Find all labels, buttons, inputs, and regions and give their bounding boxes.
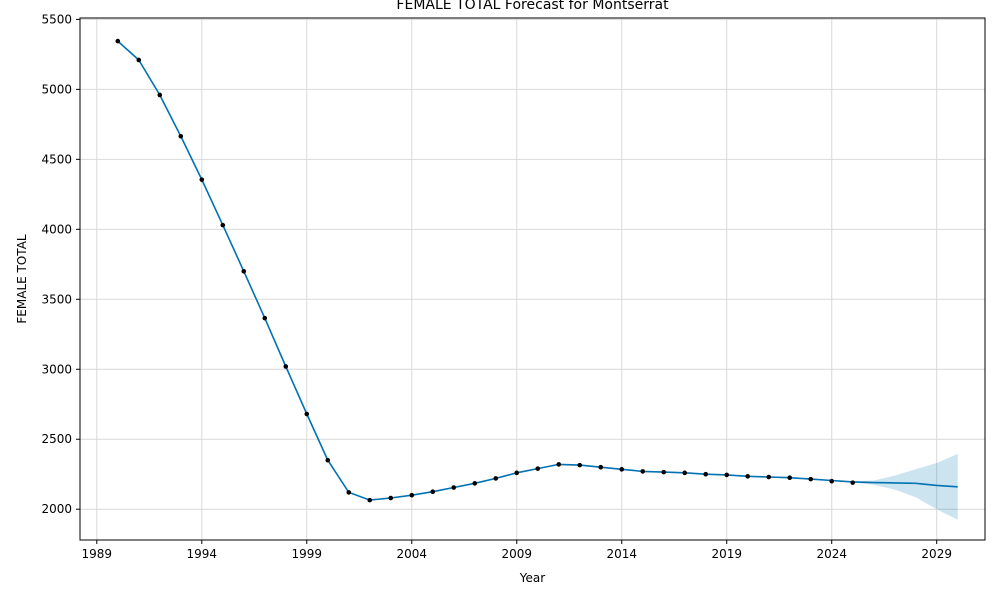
data-point	[577, 462, 583, 468]
data-point	[241, 269, 247, 274]
data-point	[115, 38, 121, 44]
x-tick-label: 2019	[711, 547, 742, 561]
data-point	[325, 457, 331, 463]
data-point	[829, 478, 835, 484]
x-axis-ticks: 1989 1994 1999 2004 2009 2014 2019 2024 2029	[82, 540, 952, 561]
data-point	[262, 315, 268, 321]
data-point	[388, 495, 394, 501]
y-tick-label: 2000	[41, 502, 72, 516]
x-axis-label: Year	[519, 571, 545, 585]
plot-frame	[79, 17, 986, 541]
data-point	[430, 489, 436, 495]
data-point	[157, 92, 163, 98]
x-tick-label: 2009	[501, 547, 532, 561]
x-tick-label: 2029	[921, 547, 952, 561]
x-tick-label: 1999	[292, 547, 323, 561]
x-tick-label: 2004	[396, 547, 427, 561]
y-tick-label: 3000	[41, 362, 72, 376]
data-point	[346, 490, 352, 495]
data-point	[451, 485, 457, 490]
grid-lines	[80, 18, 985, 540]
y-tick-label: 4500	[41, 152, 72, 166]
x-tick-label: 2014	[606, 547, 637, 561]
data-point	[619, 467, 625, 472]
data-point	[745, 474, 751, 479]
y-tick-label: 4000	[41, 222, 72, 236]
x-tick-label: 2024	[816, 547, 847, 561]
y-tick-label: 2500	[41, 432, 72, 446]
data-point	[178, 133, 184, 139]
data-point	[472, 481, 478, 486]
data-point	[283, 364, 289, 369]
data-point	[850, 480, 856, 485]
data-point	[682, 470, 688, 476]
chart-title: FEMALE TOTAL Forecast for Montserrat	[396, 0, 669, 13]
data-point	[787, 475, 793, 481]
data-point	[724, 472, 730, 478]
data-point	[220, 222, 226, 228]
x-tick-label: 1989	[82, 547, 113, 561]
data-point	[640, 469, 646, 474]
data-point	[304, 411, 310, 417]
y-tick-label: 5500	[41, 12, 72, 26]
data-point	[514, 470, 520, 476]
data-point	[136, 57, 142, 63]
data-point	[808, 476, 814, 482]
data-point	[535, 466, 541, 471]
data-point	[199, 177, 205, 182]
data-point	[661, 469, 667, 475]
data-point	[367, 497, 373, 503]
data-point	[556, 462, 562, 467]
data-point	[703, 471, 709, 477]
y-tick-label: 3500	[41, 292, 72, 306]
x-tick-label: 1994	[187, 547, 218, 561]
observed-points	[115, 38, 856, 503]
y-tick-label: 5000	[41, 82, 72, 96]
data-point	[493, 476, 499, 481]
data-point	[598, 464, 604, 470]
y-axis-ticks: 2000 2500 3000 3500 4000 4500 5000 5500	[41, 12, 80, 516]
data-point	[766, 474, 772, 480]
data-point	[409, 492, 415, 498]
y-axis-label: FEMALE TOTAL	[15, 234, 29, 324]
